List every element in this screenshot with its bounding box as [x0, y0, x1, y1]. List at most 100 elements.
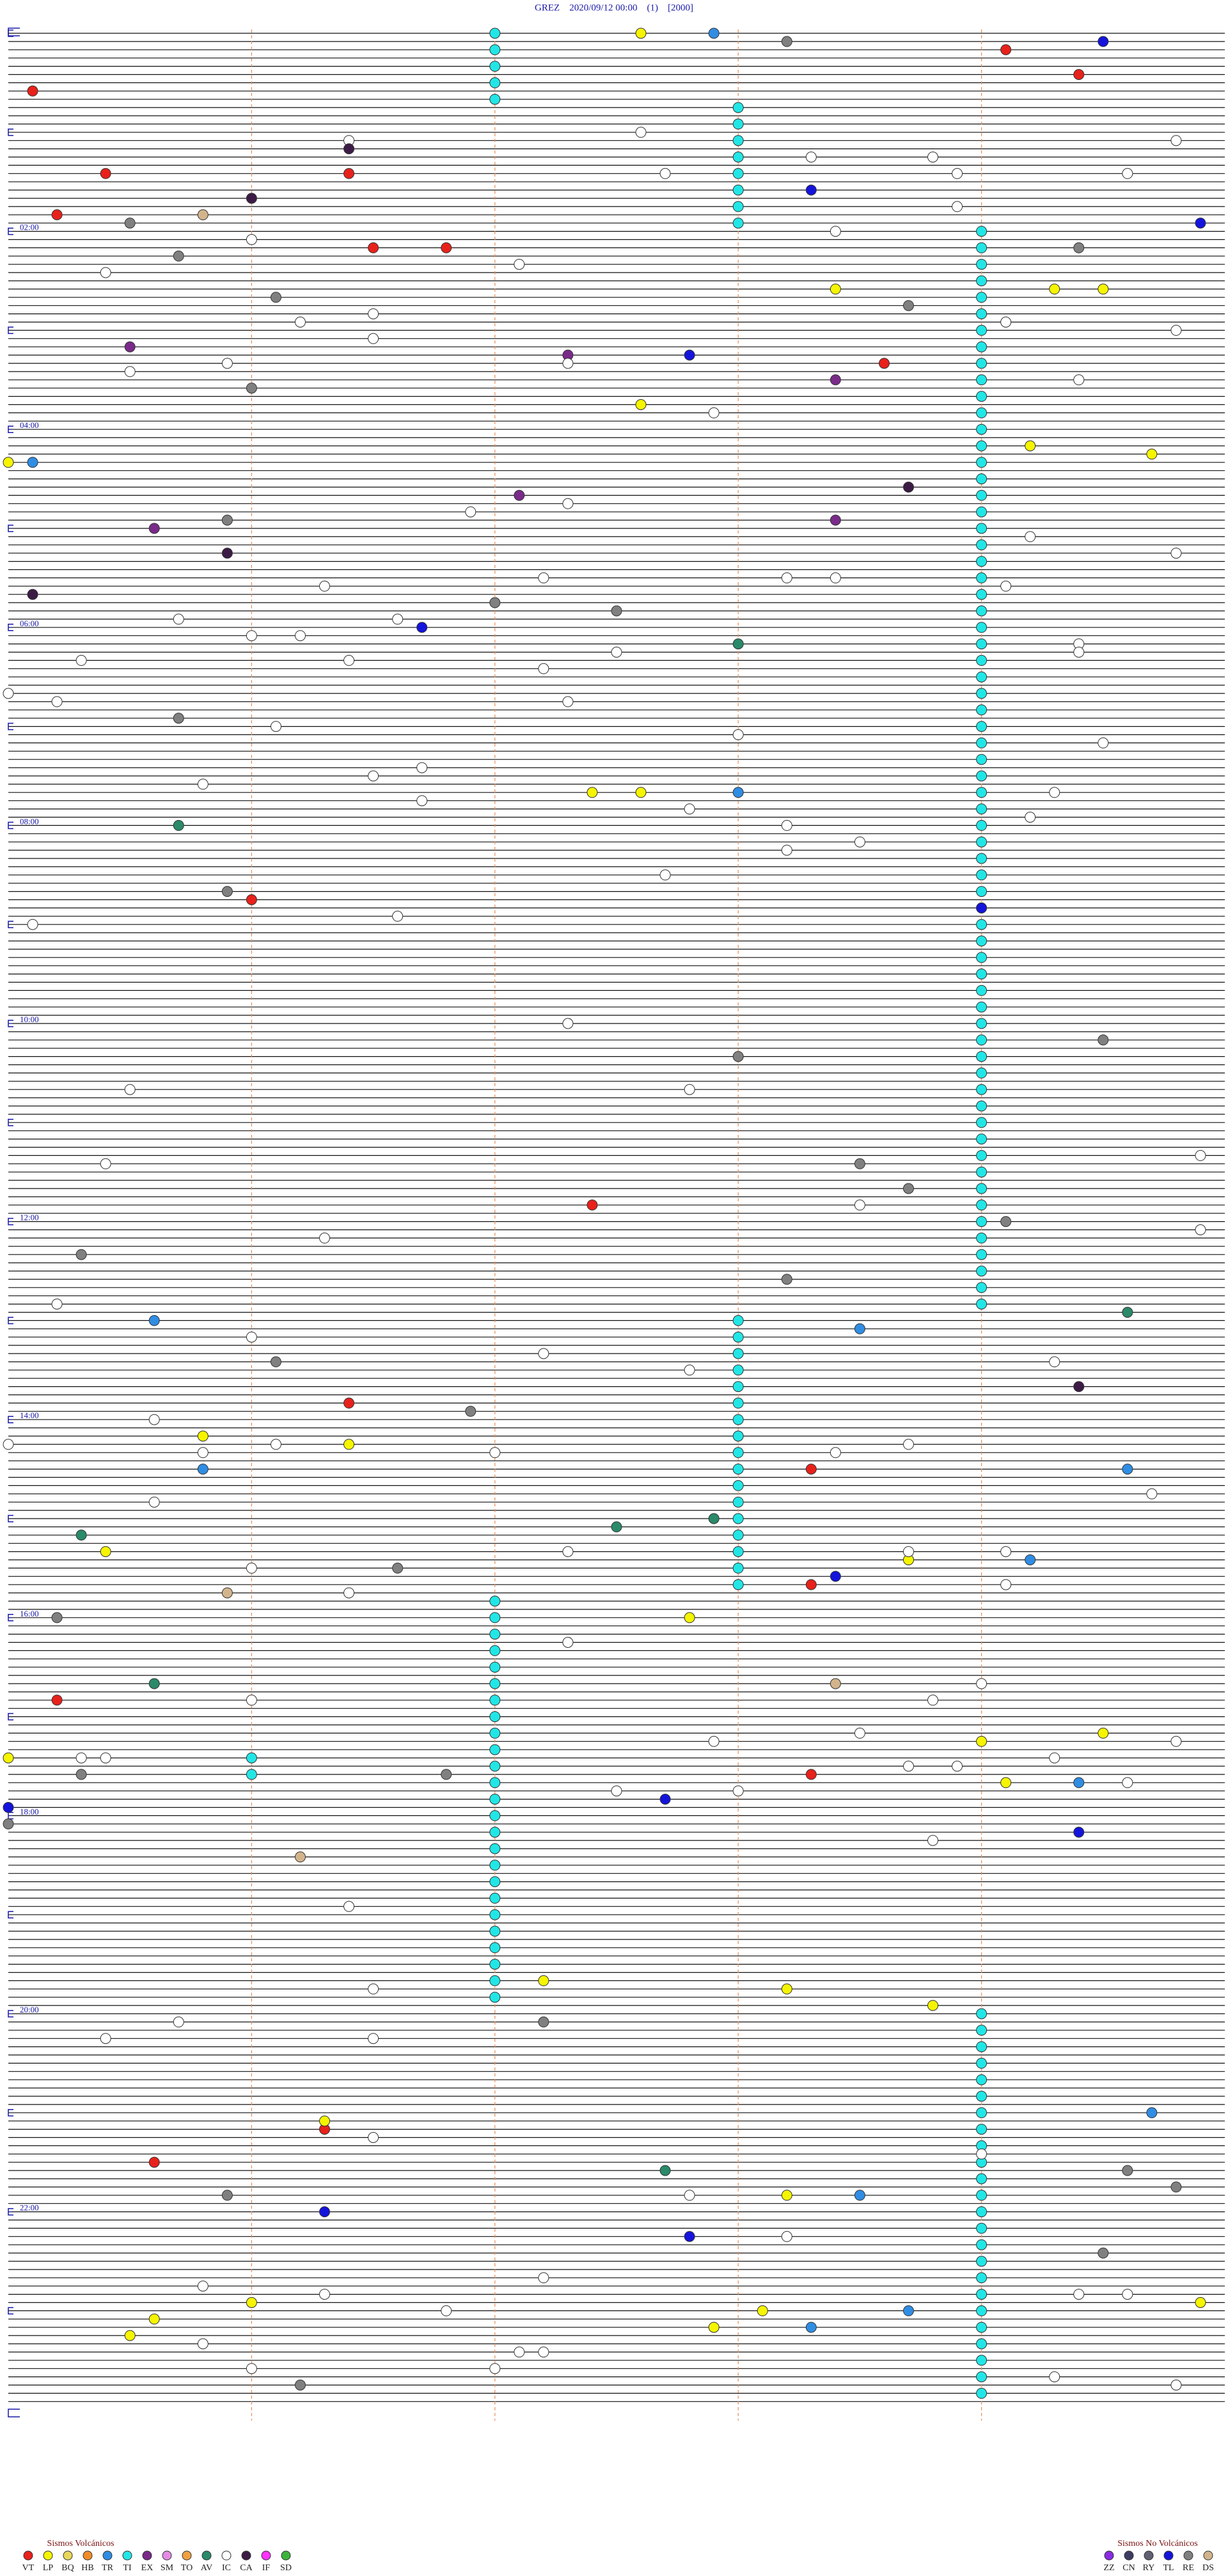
- event: [611, 605, 622, 617]
- event: [684, 803, 695, 815]
- event: [976, 1150, 988, 1161]
- event: [976, 2222, 988, 2234]
- event: [976, 292, 988, 303]
- hour-bracket: [8, 1316, 13, 1325]
- event: [3, 1802, 14, 1813]
- event: [976, 787, 988, 798]
- event: [659, 168, 671, 179]
- event: [732, 217, 744, 229]
- legend-label: ZZ: [1103, 2563, 1114, 2573]
- event: [1073, 2289, 1085, 2300]
- event: [51, 1299, 63, 1310]
- legend-marker: [221, 2550, 232, 2561]
- event: [75, 1249, 87, 1260]
- y-tick-label: 16:00: [20, 1609, 39, 1618]
- event: [124, 217, 136, 229]
- event: [416, 795, 428, 807]
- event: [246, 1562, 257, 1574]
- event: [976, 853, 988, 864]
- event: [562, 1637, 574, 1648]
- event: [221, 548, 233, 559]
- event: [976, 1100, 988, 1112]
- event: [976, 2355, 988, 2366]
- event: [732, 1546, 744, 1558]
- event: [538, 2016, 549, 2028]
- event: [976, 1034, 988, 1046]
- event: [343, 168, 355, 179]
- event: [489, 1991, 501, 2003]
- legend-marker: [63, 2550, 73, 2561]
- legend-label: BQ: [61, 2563, 74, 2573]
- event: [805, 1769, 817, 1780]
- event: [1000, 44, 1012, 56]
- legend-marker: [102, 2550, 113, 2561]
- event: [1049, 283, 1060, 295]
- event: [1098, 283, 1109, 295]
- event: [732, 102, 744, 113]
- event: [976, 589, 988, 600]
- event: [976, 407, 988, 418]
- end-bracket: [8, 2408, 20, 2418]
- event: [270, 1439, 281, 1450]
- event: [343, 1900, 355, 1912]
- legend-marker: [1144, 2550, 1154, 2561]
- event: [1195, 2297, 1206, 2308]
- legend-label: IF: [262, 2563, 271, 2573]
- event: [902, 1760, 914, 1772]
- event: [732, 1381, 744, 1393]
- event: [124, 341, 136, 352]
- event: [781, 844, 792, 856]
- event: [1025, 531, 1036, 542]
- event: [392, 1562, 404, 1574]
- event: [489, 1777, 501, 1789]
- event: [732, 168, 744, 179]
- event: [976, 2387, 988, 2399]
- event: [246, 1331, 257, 1343]
- event: [441, 1769, 452, 1780]
- event: [489, 1925, 501, 1937]
- event: [343, 1439, 355, 1450]
- event: [732, 1785, 744, 1797]
- event: [708, 1735, 720, 1747]
- event: [197, 2280, 209, 2292]
- event: [976, 1183, 988, 1194]
- event: [221, 514, 233, 526]
- event: [902, 2305, 914, 2316]
- event: [1000, 1546, 1012, 1558]
- event: [294, 2380, 306, 2390]
- event: [246, 1752, 257, 1764]
- event: [732, 1397, 744, 1409]
- event: [854, 1158, 865, 1169]
- event: [878, 358, 890, 369]
- hour-bracket: [8, 1119, 13, 1126]
- event: [1073, 1826, 1085, 1838]
- event: [1122, 1777, 1133, 1789]
- event: [976, 2148, 988, 2160]
- event: [1122, 1307, 1133, 1318]
- event: [221, 1587, 233, 1599]
- event: [51, 1612, 63, 1624]
- event: [976, 638, 988, 650]
- event: [538, 1975, 549, 1986]
- y-tick-label: 18:00: [20, 1806, 39, 1816]
- event: [246, 1769, 257, 1780]
- event: [781, 2190, 792, 2201]
- y-tick-label: 14:00: [20, 1410, 39, 1420]
- event: [976, 391, 988, 402]
- event: [732, 1496, 744, 1508]
- event: [976, 902, 988, 913]
- event: [976, 2321, 988, 2333]
- event: [732, 1051, 744, 1063]
- event: [489, 1959, 501, 1970]
- event: [976, 754, 988, 765]
- legend-marker: [281, 2550, 291, 2561]
- event: [319, 2289, 331, 2300]
- event: [221, 2190, 233, 2201]
- event: [732, 1430, 744, 1442]
- event: [781, 1983, 792, 1995]
- event: [343, 143, 355, 155]
- y-tick-label: 06:00: [20, 619, 39, 628]
- event: [830, 514, 841, 526]
- event: [100, 267, 111, 278]
- event: [781, 1274, 792, 1285]
